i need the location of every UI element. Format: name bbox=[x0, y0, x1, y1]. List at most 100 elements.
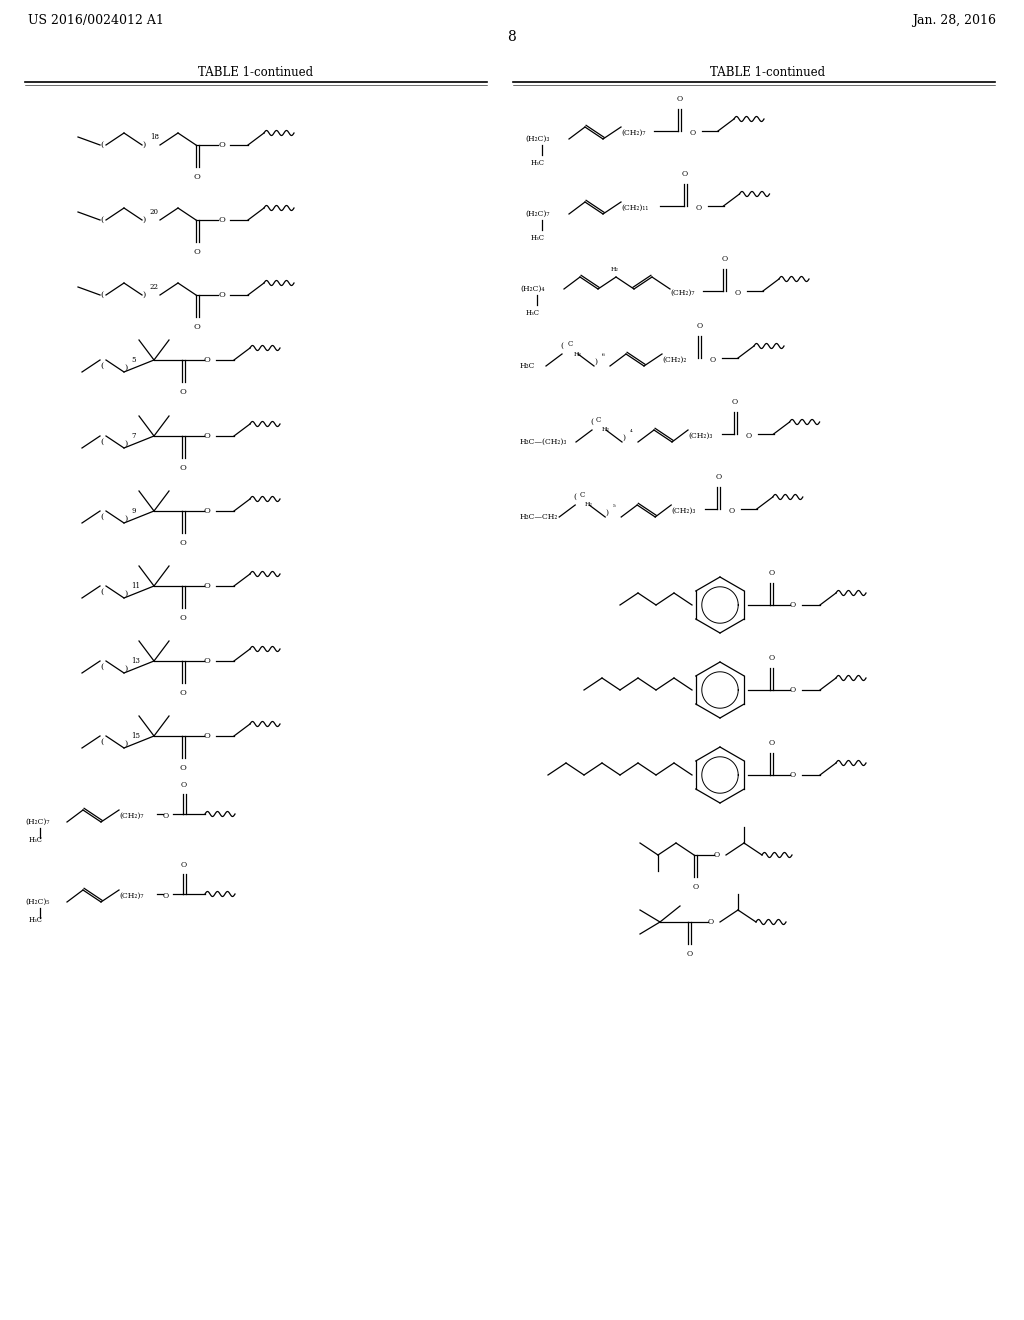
Text: TABLE 1-continued: TABLE 1-continued bbox=[199, 66, 313, 79]
Text: O: O bbox=[163, 892, 169, 900]
Text: (CH₂)₇: (CH₂)₇ bbox=[119, 892, 143, 900]
Text: (H₂C)₃: (H₂C)₃ bbox=[525, 135, 549, 143]
Text: O: O bbox=[768, 739, 774, 747]
Text: O: O bbox=[790, 771, 796, 779]
Text: O: O bbox=[204, 733, 211, 741]
Text: H₃C: H₃C bbox=[531, 158, 545, 168]
Text: O: O bbox=[690, 129, 696, 137]
Text: O: O bbox=[708, 917, 714, 927]
Text: O: O bbox=[194, 323, 201, 331]
Text: (CH₂)₃: (CH₂)₃ bbox=[688, 432, 713, 440]
Text: C: C bbox=[568, 341, 573, 348]
Text: ): ) bbox=[142, 141, 145, 149]
Text: C: C bbox=[580, 491, 585, 499]
Text: O: O bbox=[768, 653, 774, 663]
Text: 15: 15 bbox=[131, 733, 140, 741]
Text: (: ( bbox=[560, 342, 563, 350]
Text: O: O bbox=[735, 289, 741, 297]
Text: ₄: ₄ bbox=[630, 426, 633, 434]
Text: ): ) bbox=[594, 358, 597, 366]
Text: O: O bbox=[722, 255, 728, 263]
Text: (: ( bbox=[100, 587, 103, 597]
Text: (CH₂)₂: (CH₂)₂ bbox=[662, 356, 686, 364]
Text: C: C bbox=[596, 416, 601, 424]
Text: (: ( bbox=[100, 216, 103, 224]
Text: O: O bbox=[179, 465, 186, 473]
Text: O: O bbox=[181, 861, 187, 869]
Text: (H₂C)₇: (H₂C)₇ bbox=[25, 818, 49, 826]
Text: O: O bbox=[686, 950, 692, 958]
Text: H₃C—CH₂: H₃C—CH₂ bbox=[520, 513, 558, 521]
Text: ): ) bbox=[142, 216, 145, 224]
Text: H₃C: H₃C bbox=[520, 362, 536, 370]
Text: O: O bbox=[204, 356, 211, 364]
Text: O: O bbox=[179, 689, 186, 697]
Text: (H₂C)₅: (H₂C)₅ bbox=[25, 898, 49, 906]
Text: (CH₂)₇: (CH₂)₇ bbox=[670, 289, 694, 297]
Text: (H₂C)₇: (H₂C)₇ bbox=[525, 210, 549, 218]
Text: H₃C: H₃C bbox=[531, 234, 545, 242]
Text: ): ) bbox=[605, 510, 608, 517]
Text: (: ( bbox=[100, 513, 103, 521]
Text: 20: 20 bbox=[150, 209, 159, 216]
Text: 7: 7 bbox=[131, 432, 135, 440]
Text: O: O bbox=[204, 432, 211, 440]
Text: O: O bbox=[790, 601, 796, 609]
Text: ): ) bbox=[124, 741, 127, 748]
Text: H₂: H₂ bbox=[611, 267, 618, 272]
Text: (: ( bbox=[100, 141, 103, 149]
Text: O: O bbox=[695, 205, 701, 213]
Text: O: O bbox=[696, 322, 702, 330]
Text: O: O bbox=[204, 582, 211, 590]
Text: O: O bbox=[732, 399, 738, 407]
Text: (CH₂)₇: (CH₂)₇ bbox=[119, 812, 143, 820]
Text: O: O bbox=[768, 569, 774, 577]
Text: ₅: ₅ bbox=[613, 502, 616, 510]
Text: O: O bbox=[179, 539, 186, 546]
Text: ): ) bbox=[142, 290, 145, 300]
Text: (: ( bbox=[100, 362, 103, 370]
Text: Jan. 28, 2016: Jan. 28, 2016 bbox=[912, 15, 996, 26]
Text: H₃C: H₃C bbox=[29, 836, 43, 843]
Text: US 2016/0024012 A1: US 2016/0024012 A1 bbox=[28, 15, 164, 26]
Text: ): ) bbox=[124, 364, 127, 372]
Text: O: O bbox=[204, 657, 211, 665]
Text: O: O bbox=[745, 432, 752, 440]
Text: H₃C: H₃C bbox=[29, 916, 43, 924]
Text: O: O bbox=[179, 764, 186, 772]
Text: O: O bbox=[194, 173, 201, 181]
Text: O: O bbox=[715, 473, 721, 480]
Text: ): ) bbox=[124, 440, 127, 447]
Text: (: ( bbox=[590, 418, 593, 426]
Text: (CH₂)₇: (CH₂)₇ bbox=[621, 129, 645, 137]
Text: ): ) bbox=[124, 515, 127, 523]
Text: O: O bbox=[710, 356, 716, 364]
Text: 18: 18 bbox=[150, 133, 159, 141]
Text: O: O bbox=[714, 851, 720, 859]
Text: H₂: H₂ bbox=[585, 502, 593, 507]
Text: ): ) bbox=[622, 434, 625, 442]
Text: (CH₂)₃: (CH₂)₃ bbox=[671, 507, 695, 515]
Text: 11: 11 bbox=[131, 582, 140, 590]
Text: O: O bbox=[218, 216, 225, 224]
Text: ): ) bbox=[124, 590, 127, 598]
Text: (: ( bbox=[100, 438, 103, 446]
Text: O: O bbox=[692, 883, 698, 891]
Text: O: O bbox=[163, 812, 169, 820]
Text: O: O bbox=[218, 141, 225, 149]
Text: O: O bbox=[179, 614, 186, 622]
Text: (H₂C)₄: (H₂C)₄ bbox=[520, 285, 545, 293]
Text: 13: 13 bbox=[131, 657, 140, 665]
Text: ): ) bbox=[124, 665, 127, 673]
Text: O: O bbox=[204, 507, 211, 515]
Text: 22: 22 bbox=[150, 282, 159, 290]
Text: O: O bbox=[729, 507, 735, 515]
Text: (CH₂)₁₁: (CH₂)₁₁ bbox=[621, 205, 648, 213]
Text: H₂: H₂ bbox=[602, 426, 610, 432]
Text: O: O bbox=[194, 248, 201, 256]
Text: O: O bbox=[677, 95, 683, 103]
Text: O: O bbox=[218, 290, 225, 300]
Text: (: ( bbox=[573, 492, 577, 502]
Text: 5: 5 bbox=[131, 356, 135, 364]
Text: 8: 8 bbox=[508, 30, 516, 44]
